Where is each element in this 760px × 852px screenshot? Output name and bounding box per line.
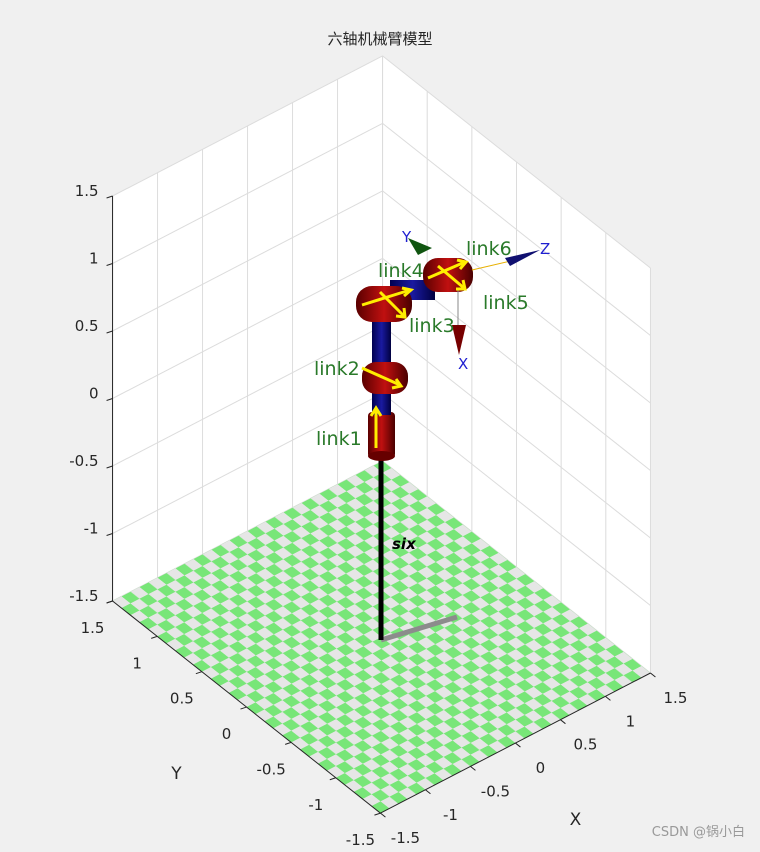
z-tick [106, 263, 113, 266]
frame-x-cone [452, 325, 466, 355]
x-tick-label: -0.5 [481, 782, 510, 800]
x-tick [425, 789, 431, 795]
frame-y-cone [408, 238, 432, 255]
y-tick [374, 812, 381, 816]
y-tick [329, 777, 336, 781]
watermark: CSDN @锅小白 [652, 824, 745, 840]
frame-z-cone [505, 250, 540, 266]
x-tick-label: 0.5 [574, 736, 598, 754]
link1-end [368, 451, 395, 461]
x-axis-label: X [570, 810, 582, 830]
z-tick-label: 0 [89, 385, 99, 403]
x-tick-label: 1.5 [664, 689, 688, 707]
x-tick-label: 0 [536, 759, 546, 777]
x-tick-label: -1 [443, 806, 458, 824]
x-tick [650, 672, 656, 678]
z-tick-label: -1.5 [69, 587, 98, 605]
y-tick-label: 1.5 [81, 619, 105, 637]
z-tick [106, 195, 113, 199]
base-shadow [380, 614, 458, 643]
link-label: link5 [483, 292, 529, 314]
z-tick-label: -0.5 [69, 452, 98, 470]
y-tick-label: 0.5 [170, 690, 194, 708]
robot [356, 238, 540, 643]
frame-label: Y [401, 228, 412, 246]
y-tick-label: -1.5 [346, 831, 375, 848]
y-tick [284, 741, 292, 745]
frame-arrows [361, 258, 469, 448]
robot-name: six [392, 535, 417, 553]
x-tick [380, 812, 386, 818]
y-tick [195, 671, 203, 675]
z-tick-label: 0.5 [75, 317, 99, 335]
y-tick [106, 600, 113, 604]
z-tick [106, 533, 113, 536]
x-tick [560, 719, 566, 725]
y-tick [240, 706, 247, 710]
y-tick [151, 635, 158, 639]
y-tick-label: -0.5 [257, 760, 286, 778]
z-tick [106, 465, 113, 469]
x-tick [605, 695, 611, 701]
x-tick-label: 1 [626, 712, 636, 730]
frame-label: X [458, 355, 468, 373]
z-tick-label: -1 [84, 520, 99, 538]
link-label: link2 [314, 358, 360, 380]
chart-title: 六轴机械臂模型 [327, 30, 432, 48]
y-tick-label: 1 [132, 654, 142, 672]
y-tick-label: 0 [222, 725, 232, 743]
link-label: link3 [409, 315, 455, 337]
x-tick [515, 742, 521, 748]
y-axis-label: Y [170, 764, 182, 784]
z-tick-label: 1 [89, 250, 99, 268]
link-label: link1 [316, 428, 362, 450]
frame-label: Z [540, 240, 550, 258]
link-label: link6 [466, 238, 512, 260]
x-tick [470, 766, 476, 771]
y-tick-label: -1 [308, 796, 323, 814]
z-tick-label: 1.5 [75, 182, 99, 200]
z-tick [106, 330, 113, 334]
link-label: link4 [378, 260, 424, 282]
z-tick [106, 398, 113, 401]
x-tick-label: -1.5 [391, 829, 420, 847]
